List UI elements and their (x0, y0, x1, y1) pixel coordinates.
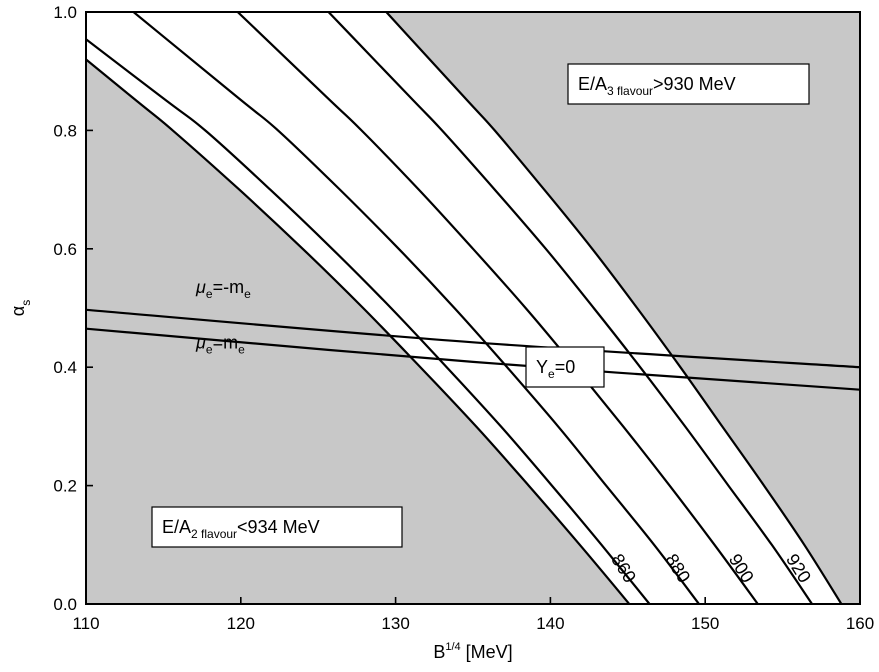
contour-line-860 (86, 37, 651, 604)
contour-line-880 (131, 12, 700, 604)
x-tick-label: 150 (691, 614, 719, 633)
x-tick-label: 110 (72, 614, 99, 633)
annotation-box-two-flavour: E/A2 flavour<934 MeV (151, 506, 403, 548)
annotation-text-two-flavour: E/A2 flavour<934 MeV (162, 517, 320, 541)
annotation-text-ye-zero: Ye=0 (536, 357, 575, 381)
contour-line-920 (326, 12, 813, 604)
ticks-layer: 110 120 130 140 150 160 0.0 0.2 0.4 0.6 0.8 1.0 B1/4… (8, 3, 874, 662)
plot-frame (85, 11, 861, 605)
y-tick-label: 1.0 (53, 3, 77, 22)
contour-line-900 (236, 12, 759, 604)
y-tick-label: 0.4 (53, 358, 77, 377)
allowed-band (86, 12, 842, 604)
y-tick-label: 0.0 (53, 595, 77, 614)
x-axis-title: B1/4 [MeV] (433, 641, 512, 662)
annotation-text-three-flavour: E/A3 flavour>930 MeV (578, 74, 736, 98)
y-axis-title: αs (8, 300, 33, 316)
curves-layer (86, 12, 860, 604)
y-tick-label: 0.6 (53, 240, 77, 259)
x-tick-label: 120 (227, 614, 255, 633)
x-tick-label: 160 (846, 614, 874, 633)
upper-bound-line (384, 12, 843, 604)
mu-plus-me-line (86, 327, 860, 391)
mu-minus-me-line (86, 308, 860, 369)
x-tick-label: 130 (381, 614, 409, 633)
mu-plus-me-label: μe=me (195, 332, 245, 356)
annotation-box-three-flavour: E/A3 flavour>930 MeV (567, 63, 810, 105)
y-tick-label: 0.8 (53, 121, 77, 140)
annotation-box-ye-zero: Ye=0 (525, 346, 605, 388)
lower-bound-line (86, 57, 631, 604)
mu-minus-me-label: μe=-me (195, 277, 251, 301)
x-tick-label: 140 (536, 614, 564, 633)
y-tick-label: 0.2 (53, 477, 77, 496)
